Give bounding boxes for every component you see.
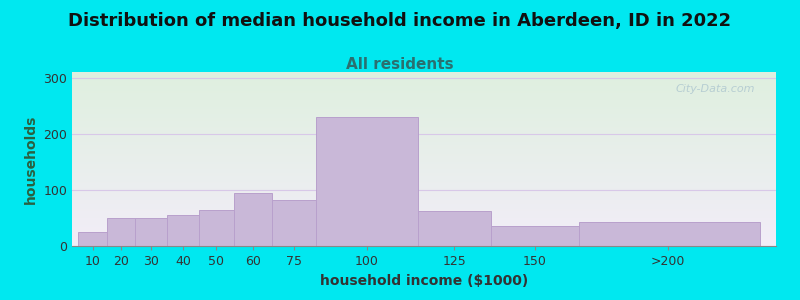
- Y-axis label: households: households: [24, 114, 38, 204]
- Bar: [167, 215, 199, 246]
- Bar: [135, 218, 167, 246]
- X-axis label: household income ($1000): household income ($1000): [320, 274, 528, 288]
- Text: City-Data.com: City-Data.com: [675, 84, 755, 94]
- Bar: [272, 200, 316, 246]
- Bar: [418, 211, 490, 246]
- Bar: [316, 117, 418, 246]
- Bar: [234, 193, 272, 246]
- Text: Distribution of median household income in Aberdeen, ID in 2022: Distribution of median household income …: [69, 12, 731, 30]
- Bar: [78, 232, 107, 246]
- Bar: [199, 209, 234, 246]
- Bar: [579, 222, 760, 246]
- Bar: [107, 218, 135, 246]
- Text: All residents: All residents: [346, 57, 454, 72]
- Bar: [490, 226, 579, 246]
